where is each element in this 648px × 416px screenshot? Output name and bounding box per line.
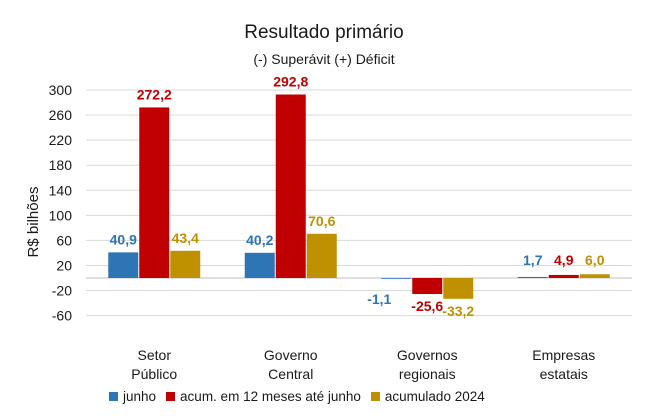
data-label: 6,0 bbox=[585, 252, 605, 268]
data-label: -25,6 bbox=[411, 298, 443, 314]
data-label: 292,8 bbox=[273, 74, 308, 90]
data-label: 4,9 bbox=[554, 252, 574, 268]
y-axis-label: R$ bilhões bbox=[25, 187, 42, 258]
bar bbox=[108, 252, 139, 278]
y-tick-label: -60 bbox=[52, 308, 72, 324]
legend-item-acumulado-2024: acumulado 2024 bbox=[370, 388, 485, 404]
bar bbox=[139, 107, 170, 279]
data-label: 40,9 bbox=[110, 231, 137, 247]
data-label: 1,7 bbox=[523, 252, 543, 268]
data-label: 43,4 bbox=[172, 230, 199, 246]
bar bbox=[306, 233, 337, 278]
y-tick-label: 180 bbox=[49, 157, 73, 173]
data-label: -33,2 bbox=[442, 303, 474, 319]
chart-legend: junho acum. em 12 meses até junho acumul… bbox=[109, 387, 495, 405]
bar bbox=[579, 274, 610, 278]
data-label: 70,6 bbox=[308, 213, 335, 229]
legend-swatch-junho bbox=[109, 391, 118, 401]
bar bbox=[548, 274, 579, 278]
y-tick-label: 300 bbox=[49, 82, 73, 98]
legend-swatch-acum-12-meses bbox=[166, 391, 176, 401]
category-label: Governo bbox=[264, 347, 318, 363]
chart-subtitle: (-) Superávit (+) Déficit bbox=[253, 51, 395, 67]
category-label: Público bbox=[131, 366, 177, 382]
category-label: estatais bbox=[540, 366, 588, 382]
y-tick-label: 20 bbox=[56, 257, 72, 273]
bar bbox=[517, 276, 548, 278]
bar bbox=[275, 94, 306, 279]
legend-swatch-acumulado-2024 bbox=[370, 391, 380, 401]
bar bbox=[244, 252, 275, 278]
bar bbox=[443, 278, 474, 299]
y-tick-label: 140 bbox=[49, 182, 73, 198]
y-tick-label: 220 bbox=[49, 132, 73, 148]
data-label: 272,2 bbox=[137, 86, 172, 102]
bar bbox=[412, 278, 443, 295]
legend-label-junho: junho bbox=[123, 388, 157, 404]
category-label: regionais bbox=[399, 366, 456, 382]
legend-item-junho: junho bbox=[109, 389, 156, 404]
legend-label-acumulado-2024: acumulado 2024 bbox=[384, 388, 485, 404]
y-tick-label: 100 bbox=[49, 207, 73, 223]
category-label: Central bbox=[268, 366, 313, 382]
y-tick-label: -20 bbox=[52, 283, 72, 299]
category-label: Empresas bbox=[532, 347, 595, 363]
chart-title: Resultado primário bbox=[244, 22, 404, 43]
category-label: Governos bbox=[397, 347, 458, 363]
data-label: 40,2 bbox=[246, 232, 273, 248]
legend-item-acum-12-meses: acum. em 12 meses até junho bbox=[166, 389, 361, 404]
category-label: Setor bbox=[138, 347, 172, 363]
bar bbox=[170, 250, 201, 278]
y-tick-label: 260 bbox=[49, 107, 73, 123]
data-label: -1,1 bbox=[367, 291, 391, 307]
bar bbox=[381, 278, 412, 279]
legend-label-acum-12-meses: acum. em 12 meses até junho bbox=[180, 388, 361, 404]
y-tick-label: 60 bbox=[56, 232, 72, 248]
